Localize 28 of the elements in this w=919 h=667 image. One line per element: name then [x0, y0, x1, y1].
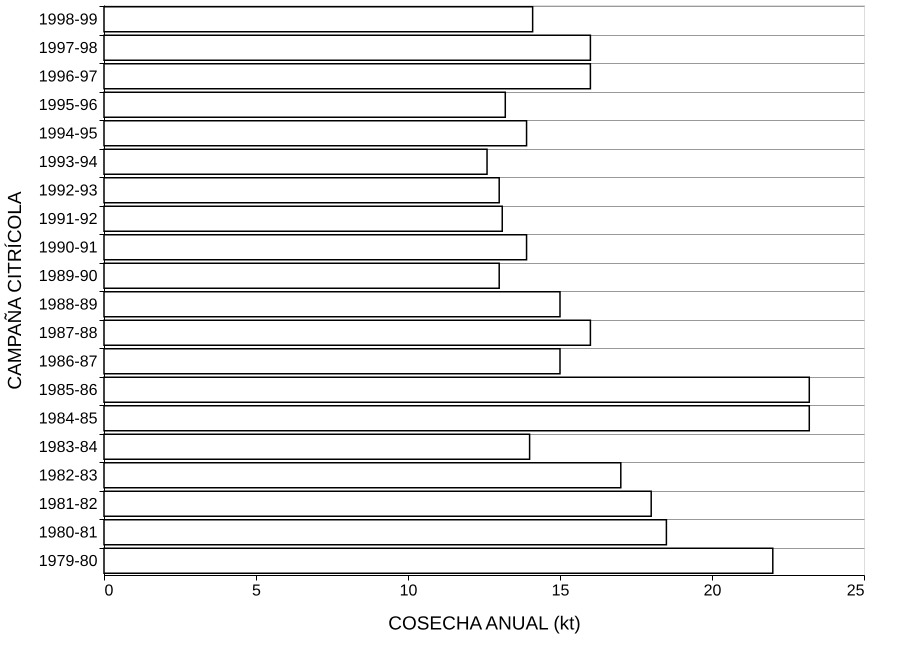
- y-tick-label: 1986-87: [38, 353, 98, 370]
- y-tick-label: 1995-96: [38, 96, 98, 114]
- y-tick-label: 1998-99: [38, 11, 98, 28]
- y-tick-label: 1982-83: [38, 467, 98, 484]
- x-tick-label: 0: [104, 582, 114, 600]
- y-tick-label: 1979-80: [38, 552, 98, 570]
- y-tick-label: 1991-92: [38, 210, 98, 228]
- y-tick-label: 1994-95: [38, 125, 98, 142]
- y-tick-label: 1981-82: [38, 496, 98, 513]
- x-tick-label: 10: [400, 582, 418, 600]
- x-tick-label: 15: [552, 582, 570, 600]
- y-tick-label: 1993-94: [38, 154, 98, 171]
- x-tick-label: 20: [704, 582, 722, 600]
- y-tick-label: 1980-81: [38, 524, 98, 542]
- y-tick-label: 1985-86: [38, 382, 98, 399]
- y-tick-label: 1989-90: [38, 268, 98, 285]
- y-tick-label: 1990-91: [38, 239, 98, 256]
- x-tick-label: 25: [846, 582, 865, 600]
- y-tick-label: 1997-98: [38, 40, 98, 57]
- x-axis-title: COSECHA ANUAL (kt): [388, 614, 581, 634]
- y-tick-label: 1987-88: [38, 324, 98, 342]
- y-tick-label: 1992-93: [38, 182, 98, 200]
- y-tick-label: 1983-84: [38, 438, 98, 456]
- y-axis-title: CAMPAÑA CITRÍCOLA: [4, 191, 26, 390]
- y-tick-label: 1984-85: [38, 410, 98, 428]
- y-tick-label: 1988-89: [38, 296, 98, 314]
- y-tick-label: 1996-97: [38, 68, 98, 86]
- x-tick-label: 5: [252, 582, 262, 600]
